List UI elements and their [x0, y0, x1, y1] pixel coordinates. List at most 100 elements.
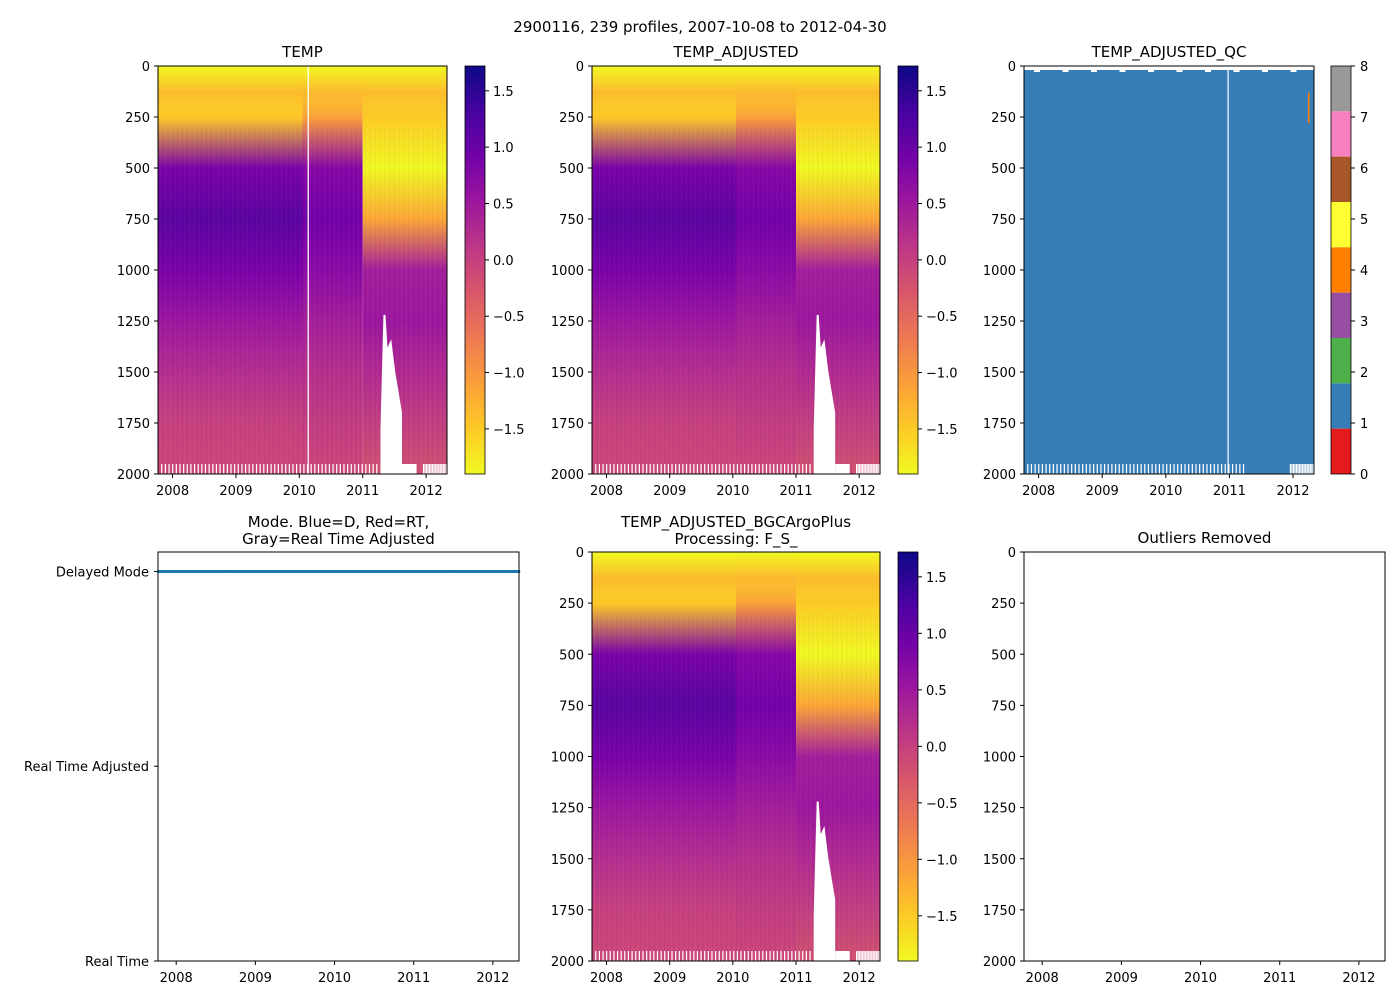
profile-gap	[365, 464, 367, 474]
y-tick-label: 1500	[551, 366, 584, 381]
profile-stripe	[863, 613, 864, 961]
y-tick-label: 1750	[983, 904, 1016, 919]
profile-stripe	[745, 127, 747, 474]
profile-stripe	[594, 613, 596, 961]
x-tick-label: 2009	[219, 484, 252, 499]
y-tick-label: Real Time	[85, 955, 149, 970]
x-tick-label: 2011	[1263, 971, 1296, 986]
heatmap	[592, 552, 880, 961]
profile-gap	[1136, 464, 1139, 474]
profile-gap	[649, 951, 651, 961]
colorbar-tick-label: 8	[1360, 60, 1368, 75]
profile-gap	[1199, 464, 1201, 474]
profile-gap	[1292, 464, 1295, 474]
profile-gap	[432, 464, 434, 474]
profile-gap	[1231, 464, 1234, 474]
mode-point	[481, 570, 484, 573]
profile-gap	[809, 464, 811, 474]
profile-stripe	[290, 127, 292, 474]
profile-stripe	[430, 127, 431, 474]
profile-gap	[878, 951, 880, 961]
qc-surface-gap	[1300, 66, 1306, 70]
qc-surface-gap	[1053, 66, 1059, 70]
profile-stripe	[877, 613, 879, 961]
profile-stripe	[232, 127, 234, 474]
profile-stripe	[695, 127, 696, 474]
profile-gap	[427, 464, 429, 474]
profile-gap	[707, 951, 709, 961]
profile-gap	[193, 464, 196, 474]
heatmap	[158, 66, 447, 474]
profile-stripe	[860, 613, 862, 961]
y-tick-label: 2000	[551, 955, 584, 970]
profile-gap	[1239, 464, 1241, 474]
profile-stripe	[618, 127, 620, 474]
y-tick-label: 1000	[983, 751, 1016, 766]
profile-gap	[197, 464, 199, 474]
mode-point	[428, 570, 432, 573]
qc-surface-gap	[1309, 66, 1314, 70]
colorbar-tick-label: −1.0	[926, 367, 958, 382]
profile-stripe	[353, 127, 354, 474]
profile-gap	[1030, 464, 1033, 474]
profile-stripe	[757, 613, 759, 961]
profile-stripe	[680, 613, 682, 961]
profile-stripe	[692, 127, 694, 474]
profile-gap	[1078, 464, 1080, 474]
profile-stripe	[656, 613, 658, 961]
profile-gap	[259, 464, 261, 474]
profile-gap	[798, 951, 800, 961]
profile-gap	[747, 951, 749, 961]
mode-point	[189, 570, 192, 573]
qc-surface-gap	[1091, 66, 1097, 72]
y-tick-label: Real Time Adjusted	[24, 760, 149, 775]
y-tick-label: 250	[559, 111, 584, 126]
profile-stripe	[604, 127, 605, 474]
profile-gap	[751, 951, 753, 961]
profile-stripe	[413, 127, 415, 474]
profile-gap	[773, 464, 775, 474]
profile-stripe	[247, 127, 248, 474]
x-tick-label: 2012	[410, 484, 443, 499]
mode-point	[205, 570, 209, 573]
mode-point	[339, 570, 342, 573]
colorbar-tick-label: 1.5	[926, 85, 947, 100]
profile-stripe	[784, 613, 785, 961]
profile-gap	[164, 464, 167, 474]
y-tick-label: 1000	[983, 264, 1016, 279]
profile-stripe	[649, 127, 651, 474]
qc-surface-gap	[1081, 66, 1088, 70]
y-tick-label: 1500	[117, 366, 150, 381]
profile-stripe	[350, 127, 352, 474]
profile-gap	[1195, 464, 1197, 474]
mode-point	[432, 570, 436, 573]
profile-gap	[183, 464, 185, 474]
profile-stripe	[721, 127, 723, 474]
profile-gap	[642, 464, 644, 474]
profile-stripe	[249, 127, 251, 474]
profile-stripe	[280, 127, 282, 474]
profile-stripe	[208, 127, 210, 474]
profile-gap	[266, 464, 269, 474]
profile-stripe	[875, 613, 876, 961]
profile-stripe	[796, 613, 797, 961]
profile-gap	[868, 951, 870, 961]
mode-point	[314, 570, 318, 573]
mode-point	[213, 570, 217, 573]
profile-gap	[856, 464, 858, 474]
profile-gap	[620, 951, 622, 961]
profile-gap	[230, 464, 232, 474]
profile-gap	[433, 464, 435, 474]
profile-stripe	[355, 127, 357, 474]
profile-stripe	[690, 613, 692, 961]
profile-stripe	[218, 127, 220, 474]
profile-gap	[675, 464, 677, 474]
mode-point	[176, 570, 180, 573]
profile-gap	[1289, 464, 1292, 474]
profile-stripe	[834, 613, 836, 961]
profile-gap	[1217, 464, 1219, 474]
qc-surface-gap	[1195, 66, 1202, 70]
qc-surface-gap	[1205, 66, 1211, 72]
profile-stripe	[635, 613, 636, 961]
